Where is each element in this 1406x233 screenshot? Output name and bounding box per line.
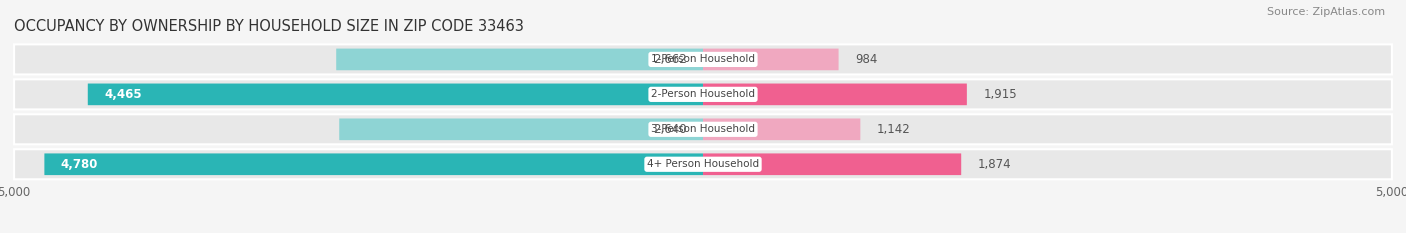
Text: 2,640: 2,640 — [652, 123, 686, 136]
Text: 4,465: 4,465 — [104, 88, 142, 101]
FancyBboxPatch shape — [14, 149, 1392, 179]
FancyBboxPatch shape — [703, 118, 860, 140]
Text: 3-Person Household: 3-Person Household — [651, 124, 755, 134]
FancyBboxPatch shape — [703, 154, 962, 175]
FancyBboxPatch shape — [336, 49, 703, 70]
FancyBboxPatch shape — [87, 84, 703, 105]
FancyBboxPatch shape — [45, 154, 703, 175]
Text: 1,142: 1,142 — [877, 123, 911, 136]
Text: Source: ZipAtlas.com: Source: ZipAtlas.com — [1267, 7, 1385, 17]
Text: 2,662: 2,662 — [652, 53, 686, 66]
Text: 1,874: 1,874 — [977, 158, 1011, 171]
Text: 4+ Person Household: 4+ Person Household — [647, 159, 759, 169]
FancyBboxPatch shape — [703, 84, 967, 105]
Text: 1-Person Household: 1-Person Household — [651, 55, 755, 64]
Text: OCCUPANCY BY OWNERSHIP BY HOUSEHOLD SIZE IN ZIP CODE 33463: OCCUPANCY BY OWNERSHIP BY HOUSEHOLD SIZE… — [14, 19, 524, 34]
FancyBboxPatch shape — [14, 79, 1392, 110]
FancyBboxPatch shape — [339, 118, 703, 140]
Text: 984: 984 — [855, 53, 877, 66]
Text: 2-Person Household: 2-Person Household — [651, 89, 755, 99]
FancyBboxPatch shape — [14, 114, 1392, 144]
Text: 4,780: 4,780 — [60, 158, 98, 171]
FancyBboxPatch shape — [14, 44, 1392, 75]
FancyBboxPatch shape — [703, 49, 838, 70]
Text: 1,915: 1,915 — [983, 88, 1017, 101]
